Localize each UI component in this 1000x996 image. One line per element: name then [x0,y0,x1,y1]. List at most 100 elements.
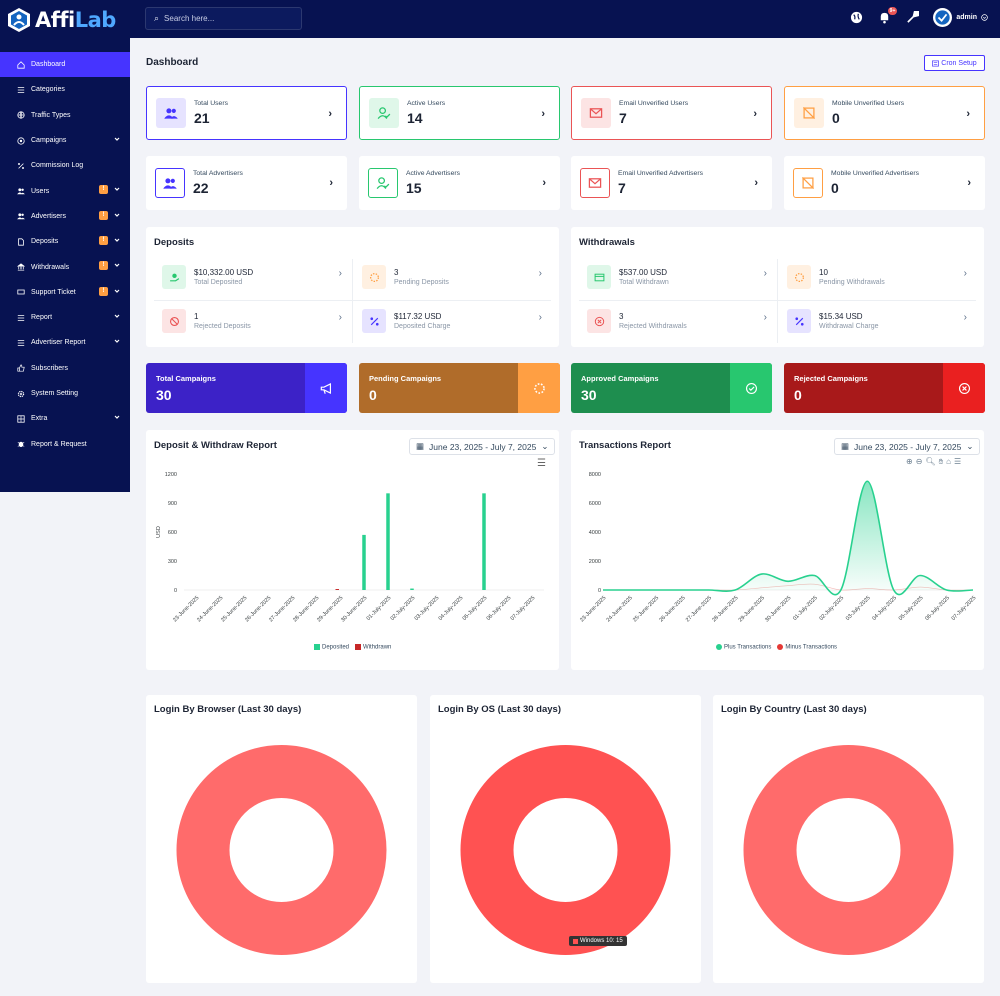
user-menu[interactable]: admin [933,8,988,27]
legend-plus-transactions[interactable]: Plus Transactions [716,644,771,651]
sidebar-item-support-ticket[interactable]: Support Ticket ! [0,280,130,305]
stat-card-active-advertisers[interactable]: Active Advertisers 15 › [359,156,560,210]
sidebar-item-label: Categories [31,86,65,94]
sidebar-item-extra[interactable]: Extra [0,406,130,431]
login-by-os-card: Login By OS (Last 30 days) Windows 10: 1… [430,695,701,983]
donut-slice[interactable] [176,745,387,955]
stat-label: Mobile Unverified Users [832,100,905,107]
chevron-right-icon: › [338,268,342,279]
x-tick-label: 07-July-2025 [510,595,537,622]
item-value: $15.34 USD [819,312,863,321]
sidebar-item-label: Withdrawals [31,263,70,271]
withdrawals-item-rejected-withdrawals[interactable]: 3 Rejected Withdrawals › [587,299,777,343]
sidebar-item-system-setting[interactable]: System Setting [0,381,130,406]
sidebar-item-categories[interactable]: Categories [0,77,130,102]
withdrawals-item-pending-withdrawals[interactable]: 10 Pending Withdrawals › [787,255,977,299]
wrench-icon[interactable] [905,11,919,25]
campaign-card-approved-campaigns[interactable]: Approved Campaigns 30 [571,363,772,413]
stat-value: 14 [407,110,423,126]
sidebar-item-commission-log[interactable]: Commission Log [0,153,130,178]
envelope-icon [580,168,610,198]
legend-deposited[interactable]: Deposited [314,644,349,651]
stat-card-active-users[interactable]: Active Users 14 › [359,86,560,140]
x-tick-label: 01-July-2025 [792,595,819,622]
sidebar-item-advertisers[interactable]: Advertisers ! [0,204,130,229]
item-label: Pending Deposits [394,279,449,286]
campaign-value: 0 [369,387,377,403]
sidebar-item-withdrawals[interactable]: Withdrawals ! [0,254,130,279]
sidebar-item-advertiser-report[interactable]: Advertiser Report [0,330,130,355]
sidebar-item-campaigns[interactable]: Campaigns [0,128,130,153]
transactions-date-range-select[interactable]: ▦ June 23, 2025 - July 7, 2025 ⌄ [834,438,981,455]
campaign-card-total-campaigns[interactable]: Total Campaigns 30 [146,363,347,413]
legend-minus-transactions[interactable]: Minus Transactions [777,644,837,651]
notification-bell[interactable]: 9+ [877,6,898,25]
layers-icon [16,414,26,424]
pan-icon[interactable]: ✋︎ [938,457,944,466]
deposits-item-pending-deposits[interactable]: 3 Pending Deposits › [362,255,552,299]
campaign-label: Pending Campaigns [369,374,442,383]
chevron-right-icon: › [763,268,767,279]
chevron-right-icon: › [328,108,332,120]
stat-value: 15 [406,180,422,196]
deposit-date-range-select[interactable]: ▦ June 23, 2025 - July 7, 2025 ⌄ [409,438,556,455]
deposits-item-deposited-charge[interactable]: $117.32 USD Deposited Charge › [362,299,552,343]
chart-menu-icon[interactable]: ☰ [953,457,962,466]
login-browser-donut[interactable] [146,695,417,983]
gear-icon [16,389,26,399]
x-tick-label: 05-July-2025 [898,595,925,622]
x-tick-label: 23-June-2025 [579,595,607,623]
sidebar-item-deposits[interactable]: Deposits ! [0,229,130,254]
stat-card-mobile-unverified-advertisers[interactable]: Mobile Unverified Advertisers 0 › [784,156,985,210]
chevron-down-icon [114,188,120,192]
stat-card-total-users[interactable]: Total Users 21 › [146,86,347,140]
search-input[interactable]: ⌕ Search here... [145,7,302,30]
home-icon[interactable]: ⌂ [946,457,951,466]
donut-slice[interactable] [460,745,671,955]
check-circle-icon [730,363,772,413]
spinner-icon [518,363,560,413]
y-axis-title: USD [156,526,162,538]
zoom-select-icon[interactable]: 🔍︎ [925,457,936,466]
deposits-item-rejected-deposits[interactable]: 1 Rejected Deposits › [162,299,352,343]
cron-setup-button[interactable]: Cron Setup [924,55,985,71]
stat-label: Total Advertisers [193,170,243,177]
item-value: 10 [819,268,828,277]
zoom-in-icon[interactable]: ⊕ [906,457,913,466]
sidebar-item-report-request[interactable]: Report & Request [0,431,130,456]
sidebar-item-traffic-types[interactable]: Traffic Types [0,103,130,128]
sidebar-item-dashboard[interactable]: Dashboard [0,52,130,78]
donut-slice[interactable] [743,745,954,955]
login-os-donut[interactable] [430,695,701,983]
deposits-item-total-deposited[interactable]: $10,332.00 USD Total Deposited › [162,255,352,299]
sidebar-item-subscribers[interactable]: Subscribers [0,356,130,381]
y-tick-label: 900 [168,501,177,507]
list-icon [16,313,26,323]
sidebar-item-report[interactable]: Report [0,305,130,330]
sidebar-item-users[interactable]: Users ! [0,178,130,203]
spinner-icon [362,265,386,289]
stat-card-email-unverified-advertisers[interactable]: Email Unverified Advertisers 7 › [571,156,772,210]
campaign-card-pending-campaigns[interactable]: Pending Campaigns 0 [359,363,560,413]
globe-icon[interactable] [849,11,863,25]
x-tick-label: 30-June-2025 [764,595,792,623]
chevron-right-icon: › [963,268,967,279]
brand-logo[interactable]: AffiLab [6,7,116,33]
stat-card-total-advertisers[interactable]: Total Advertisers 22 › [146,156,347,210]
chart-tooltip: Windows 10: 15 [569,936,627,946]
zoom-out-icon[interactable]: ⊖ [915,457,923,466]
stat-value: 0 [832,110,840,126]
login-country-donut[interactable] [713,695,984,983]
search-placeholder: Search here... [164,14,215,23]
stat-card-email-unverified-users[interactable]: Email Unverified Users 7 › [571,86,772,140]
stat-card-mobile-unverified-users[interactable]: Mobile Unverified Users 0 › [784,86,985,140]
x-tick-label: 06-July-2025 [486,595,513,622]
list-icon [16,85,26,95]
transactions-legend: Plus Transactions Minus Transactions [716,644,837,651]
withdrawals-item-total-withdrawn[interactable]: $537.00 USD Total Withdrawn › [587,255,777,299]
legend-withdrawn[interactable]: Withdrawn [355,644,391,651]
deposit-withdraw-report-card: Deposit & Withdraw Report ▦ June 23, 202… [146,430,559,670]
campaign-card-rejected-campaigns[interactable]: Rejected Campaigns 0 [784,363,985,413]
withdrawals-item-withdrawal-charge[interactable]: $15.34 USD Withdrawal Charge › [787,299,977,343]
chart-menu-icon[interactable]: ☰ [537,458,546,469]
